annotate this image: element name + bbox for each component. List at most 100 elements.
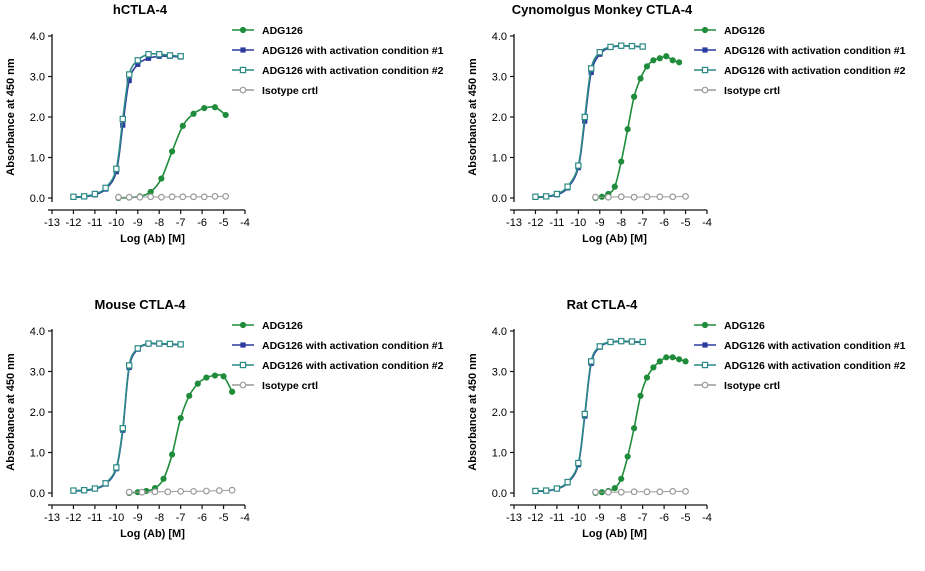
- legend-label: Isotype crtl: [724, 380, 780, 392]
- data-point: [553, 485, 561, 492]
- legend-label: ADG126: [262, 320, 303, 332]
- data-point: [581, 410, 588, 418]
- data-point: [643, 63, 651, 70]
- data-point: [194, 380, 201, 387]
- series-points: [532, 337, 646, 495]
- legend-label: ADG126 with activation condition #2: [262, 65, 444, 77]
- y-tick-label: 1.0: [492, 153, 507, 165]
- y-tick-label: 4.0: [492, 326, 507, 338]
- x-tick-label: -9: [595, 512, 605, 524]
- legend-marker: [239, 321, 247, 329]
- series-points: [115, 192, 230, 201]
- legend-marker: [240, 47, 246, 53]
- data-point: [542, 193, 550, 200]
- data-point: [643, 488, 651, 496]
- data-point: [617, 193, 625, 201]
- legend-marker: [702, 342, 708, 348]
- data-point: [575, 162, 582, 169]
- data-point: [70, 193, 77, 200]
- data-point: [145, 340, 152, 347]
- y-tick-label: 0.0: [30, 193, 45, 205]
- data-point: [186, 392, 193, 399]
- chart-title: hCTLA-4: [113, 2, 168, 17]
- x-tick-label: -4: [702, 217, 712, 229]
- legend-label: ADG126 with activation condition #1: [724, 45, 906, 57]
- data-point: [564, 183, 571, 190]
- y-tick-label: 1.0: [30, 153, 45, 165]
- data-point: [211, 104, 219, 111]
- data-point: [669, 487, 677, 495]
- data-point: [177, 487, 185, 495]
- data-point: [650, 364, 657, 371]
- chart-panel-mouse-ctla4: Mouse CTLA-4 0.0 1.0 2.0 3.0 4.0 -13 -12 -11 -10-…: [0, 295, 462, 571]
- x-tick-label: -12: [527, 512, 543, 524]
- x-tick-label: -12: [65, 512, 81, 524]
- data-point: [611, 183, 618, 190]
- data-point: [102, 184, 109, 192]
- data-point: [190, 110, 197, 117]
- x-tick-label: -11: [87, 217, 102, 229]
- data-point: [575, 459, 582, 467]
- x-tick-label: -6: [659, 217, 669, 229]
- data-point: [682, 358, 689, 365]
- data-point: [630, 425, 638, 432]
- series-points: [592, 487, 689, 496]
- data-point: [202, 487, 210, 495]
- data-point: [628, 42, 636, 50]
- data-point: [637, 392, 644, 399]
- x-tick-label: -10: [108, 217, 124, 229]
- data-point: [91, 485, 99, 492]
- y-tick-label: 3.0: [30, 72, 45, 84]
- x-axis-label: Log (Ab) [M]: [120, 528, 185, 540]
- series-line: [595, 356, 686, 494]
- legend-marker: [239, 381, 247, 389]
- series-points: [532, 42, 646, 200]
- data-point: [157, 193, 165, 201]
- series-points: [115, 104, 229, 202]
- data-point: [177, 53, 184, 60]
- data-point: [643, 193, 651, 201]
- chart-title: Rat CTLA-4: [567, 297, 639, 312]
- data-point: [676, 356, 683, 363]
- data-point: [607, 43, 614, 51]
- x-tick-label: -7: [176, 512, 186, 524]
- data-point: [138, 488, 146, 496]
- x-tick-label: -8: [154, 512, 164, 524]
- legend-label: ADG126: [724, 320, 765, 332]
- series-line: [129, 374, 233, 494]
- y-tick-label: 0.0: [492, 488, 507, 500]
- data-point: [166, 52, 174, 59]
- x-tick-label: -10: [108, 512, 124, 524]
- data-point: [624, 453, 631, 460]
- chart-svg-hctla4: hCTLA-4 0.0 1.0 2.0 3.0 4.0 -13 -12 -11 -10 -9 -8 -7…: [5, 2, 444, 245]
- x-axis-label: Log (Ab) [M]: [120, 233, 185, 245]
- data-point: [542, 487, 550, 494]
- data-point: [592, 193, 599, 201]
- data-point: [628, 338, 636, 345]
- data-point: [113, 165, 120, 173]
- data-point: [179, 193, 187, 201]
- data-point: [203, 374, 210, 381]
- x-tick-label: -13: [44, 512, 60, 524]
- data-point: [177, 414, 184, 422]
- x-tick-label: -4: [240, 512, 250, 524]
- x-tick-label: -4: [702, 512, 712, 524]
- chart-svg-mouse-ctla4: Mouse CTLA-40.01.02.03.04.0-13 -12 -11 -10-…: [5, 297, 444, 540]
- data-point: [228, 486, 236, 494]
- x-tick-label: -9: [133, 217, 143, 229]
- x-tick-label: -11: [87, 512, 102, 524]
- legend-marker: [239, 86, 247, 94]
- x-tick-label: -10: [570, 217, 586, 229]
- legend-marker: [240, 342, 246, 348]
- series-line: [595, 55, 680, 199]
- data-point: [532, 193, 539, 200]
- series-points: [592, 354, 689, 497]
- legend-label: Isotype crtl: [262, 85, 318, 97]
- data-point: [134, 345, 141, 352]
- data-point: [158, 175, 165, 182]
- legend-marker: [701, 321, 709, 329]
- chart-panel-hctla4: hCTLA-4 0.0 1.0 2.0 3.0 4.0 -13 -12 -11 -10 -9 -8 -7…: [0, 0, 462, 276]
- x-tick-label: -7: [176, 217, 186, 229]
- chart-title: Mouse CTLA-4: [95, 297, 187, 312]
- y-tick-label: 2.0: [492, 112, 507, 124]
